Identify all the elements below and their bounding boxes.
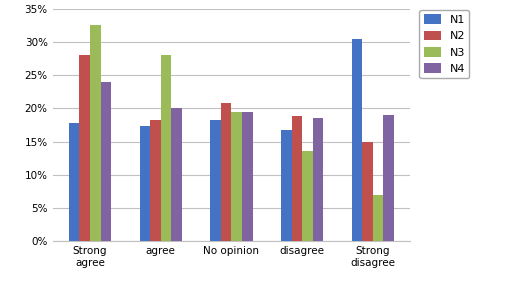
Bar <box>79 55 90 241</box>
Bar <box>351 39 362 241</box>
Bar <box>383 115 394 241</box>
Bar <box>139 126 150 241</box>
Bar <box>362 141 373 241</box>
Bar <box>302 151 313 241</box>
Bar <box>210 120 221 241</box>
Bar <box>221 103 231 241</box>
Bar <box>150 120 161 241</box>
Bar <box>313 118 323 241</box>
Bar <box>291 116 302 241</box>
Bar <box>161 55 171 241</box>
Bar <box>69 123 79 241</box>
Bar <box>100 82 112 241</box>
Bar <box>281 130 291 241</box>
Bar <box>90 25 100 241</box>
Bar <box>242 112 252 241</box>
Bar <box>231 112 242 241</box>
Bar <box>373 195 383 241</box>
Legend: N1, N2, N3, N4: N1, N2, N3, N4 <box>419 10 469 78</box>
Bar <box>171 108 182 241</box>
